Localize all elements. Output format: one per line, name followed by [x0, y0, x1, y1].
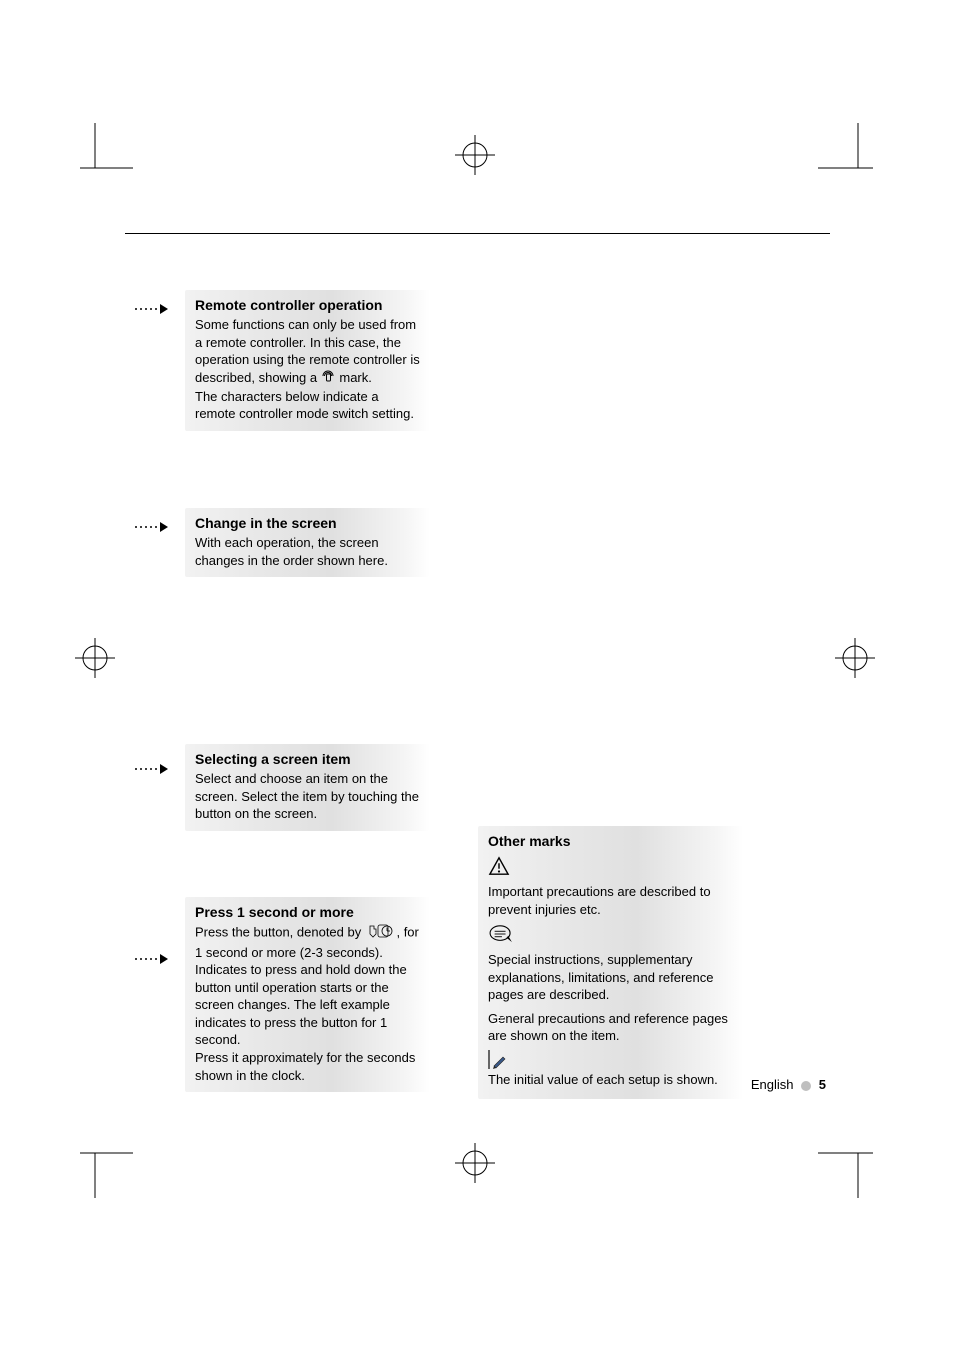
section-change-bg: Change in the screen With each operation… [185, 508, 430, 577]
registration-mark-top [450, 130, 500, 180]
footer-lang: English [751, 1077, 794, 1092]
initial-value-icon [488, 1051, 733, 1069]
other-general-text: General precautions and reference pages … [488, 1010, 733, 1045]
registration-mark-right [830, 633, 880, 683]
page: Remote controller operation Some functio… [0, 0, 954, 1350]
header-rule [125, 233, 830, 234]
body-selecting-1: Select and choose an item on the screen.… [195, 770, 420, 823]
body-press-1: Press the button, denoted by , for 1 sec… [195, 923, 420, 961]
heading-other: Other marks [488, 832, 733, 850]
heading-press: Press 1 second or more [195, 903, 420, 921]
other-note-text: Special instructions, supplementary expl… [488, 951, 733, 1004]
section-selecting: Selecting a screen item Select and choos… [185, 744, 430, 831]
body-change-1: With each operation, the screen changes … [195, 534, 420, 569]
section-selecting-bg: Selecting a screen item Select and choos… [185, 744, 430, 831]
body-remote-1a: Some functions can only be used from a r… [195, 317, 420, 385]
heading-selecting: Selecting a screen item [195, 750, 420, 768]
other-warn-text: Important precautions are described to p… [488, 883, 733, 918]
registration-mark-left [70, 633, 120, 683]
arrow-remote [135, 300, 185, 312]
body-remote-1: Some functions can only be used from a r… [195, 316, 420, 387]
crop-mark-tr [808, 113, 898, 193]
heading-change: Change in the screen [195, 514, 420, 532]
section-press-bg: Press 1 second or more Press the button,… [185, 897, 430, 1092]
warning-icon [488, 856, 733, 881]
crop-mark-tl [55, 113, 135, 193]
body-press-1a: Press the button, denoted by [195, 925, 365, 940]
arrow-press [135, 950, 185, 962]
section-remote-bg: Remote controller operation Some functio… [185, 290, 430, 431]
section-other: Other marks Important precautions are de… [478, 826, 743, 1099]
section-press: Press 1 second or more Press the button,… [185, 897, 430, 1092]
section-change: Change in the screen With each operation… [185, 508, 430, 577]
body-remote-2: The characters below indicate a remote c… [195, 388, 420, 423]
body-press-2: Indicates to press and hold down the but… [195, 961, 420, 1049]
footer-bullet-icon [801, 1081, 811, 1091]
registration-mark-bottom [450, 1138, 500, 1188]
body-remote-1b: mark. [339, 370, 372, 385]
footer: English 5 [751, 1077, 826, 1092]
arrow-change [135, 518, 185, 530]
footer-page-num: 5 [819, 1077, 826, 1092]
section-other-bg: Other marks Important precautions are de… [478, 826, 743, 1099]
crop-mark-bl [55, 1128, 135, 1208]
crop-mark-br [808, 1128, 898, 1208]
finger-clock-icon [365, 923, 393, 944]
body-press-3: Press it approximately for the seconds s… [195, 1049, 420, 1084]
arrow-selecting [135, 760, 185, 772]
remote-icon [321, 369, 336, 388]
note-icon [488, 924, 733, 949]
heading-remote: Remote controller operation [195, 296, 420, 314]
section-remote: Remote controller operation Some functio… [185, 290, 430, 431]
other-initial-text: The initial value of each setup is shown… [488, 1071, 733, 1089]
